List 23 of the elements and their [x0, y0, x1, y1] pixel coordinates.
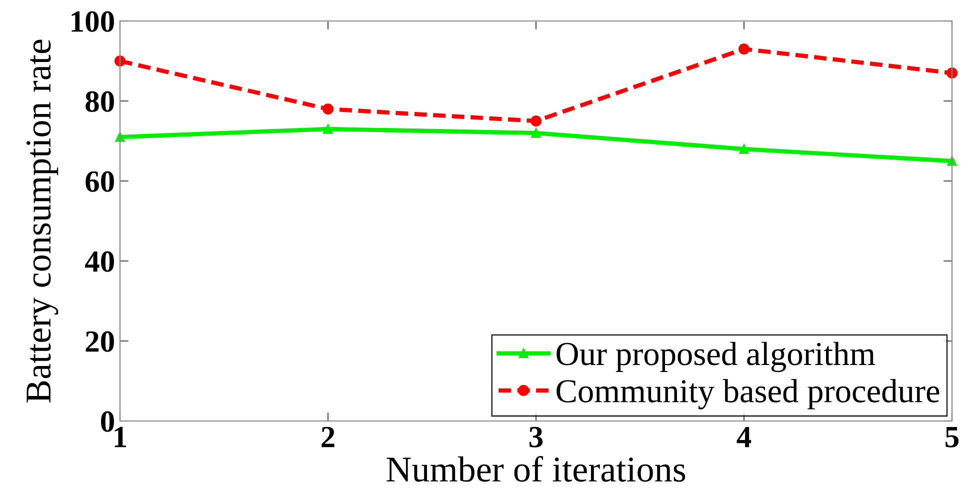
point: [531, 128, 541, 138]
point: [530, 115, 542, 127]
x-tick-label: 1: [114, 426, 126, 448]
x-tick-label: 5: [946, 427, 959, 448]
x-tick-label: 2: [322, 426, 334, 448]
y-tick-label: 20: [86, 331, 114, 352]
y-tick-label: 0: [101, 411, 114, 432]
y-tick-label: 40: [85, 251, 114, 272]
point: [323, 124, 333, 134]
point: [946, 67, 958, 79]
point: [739, 144, 749, 154]
point: [322, 103, 334, 115]
point: [738, 43, 750, 55]
y-tick-label: 100: [72, 11, 114, 32]
legend-label: Our proposed algorithm: [556, 342, 876, 372]
x-tick-label: 4: [736, 426, 752, 448]
legend-label: Community based procedure: [556, 379, 940, 410]
y-tick-label: 80: [86, 91, 114, 112]
x-axis-title: Number of iterations: [386, 456, 686, 482]
point: [114, 55, 126, 67]
y-axis-title: Battery consumption rate: [26, 40, 58, 402]
y-tick-label: 60: [86, 171, 114, 192]
x-tick-label: 3: [530, 426, 543, 448]
